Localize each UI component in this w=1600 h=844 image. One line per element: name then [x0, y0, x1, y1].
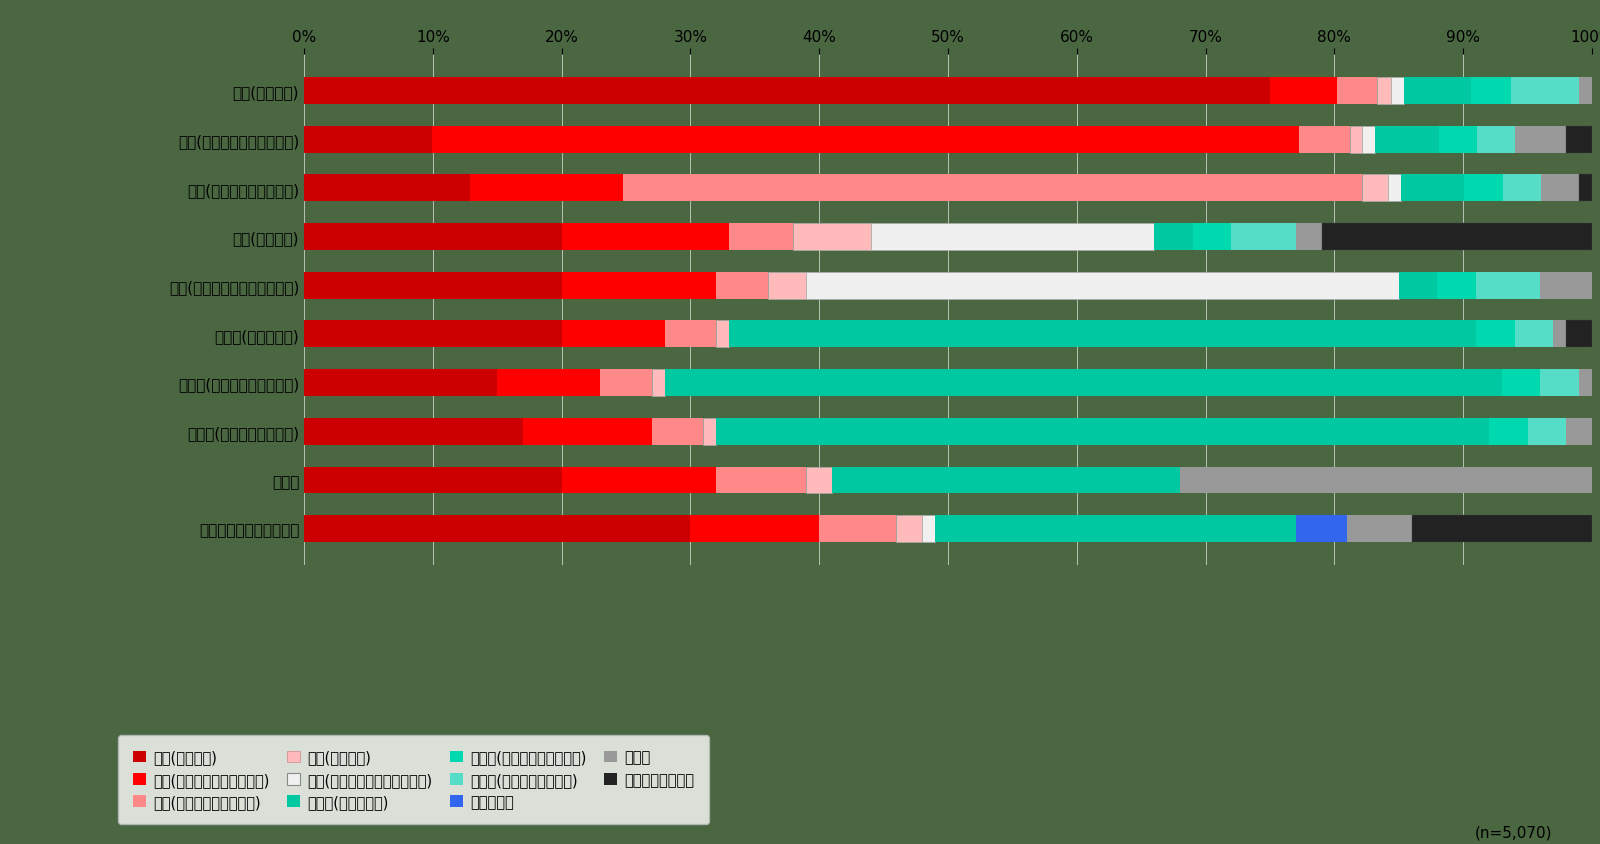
Bar: [1437, 273, 1477, 300]
Bar: [806, 467, 832, 494]
Bar: [1296, 224, 1322, 251]
Bar: [717, 419, 1490, 445]
Bar: [1411, 516, 1592, 543]
Bar: [1579, 78, 1592, 105]
Bar: [768, 273, 806, 300]
Bar: [664, 321, 717, 348]
Bar: [1502, 370, 1541, 397]
Bar: [622, 176, 1363, 202]
Bar: [304, 224, 562, 251]
Bar: [1387, 176, 1400, 202]
Bar: [1398, 273, 1437, 300]
Bar: [562, 321, 664, 348]
Bar: [1502, 176, 1541, 202]
Bar: [304, 516, 690, 543]
Bar: [1554, 321, 1566, 348]
Bar: [304, 127, 432, 154]
Bar: [1477, 127, 1515, 154]
Bar: [562, 467, 717, 494]
Bar: [1566, 321, 1592, 348]
Bar: [304, 176, 470, 202]
Bar: [704, 419, 717, 445]
Bar: [1579, 176, 1592, 202]
Bar: [1179, 467, 1592, 494]
Bar: [1192, 224, 1232, 251]
Bar: [1579, 370, 1592, 397]
Bar: [690, 516, 819, 543]
Bar: [896, 516, 922, 543]
Bar: [832, 467, 1179, 494]
Bar: [1347, 516, 1411, 543]
Bar: [1363, 176, 1387, 202]
Bar: [730, 321, 1477, 348]
Bar: [1477, 321, 1515, 348]
Bar: [1296, 516, 1347, 543]
Bar: [1154, 224, 1192, 251]
Bar: [1378, 78, 1390, 105]
Bar: [1270, 78, 1338, 105]
Bar: [600, 370, 651, 397]
Bar: [304, 467, 562, 494]
Bar: [1363, 127, 1376, 154]
Bar: [651, 370, 664, 397]
Bar: [1338, 78, 1378, 105]
Bar: [1490, 419, 1528, 445]
Bar: [498, 370, 600, 397]
Bar: [651, 419, 704, 445]
Bar: [470, 176, 622, 202]
Bar: [1512, 78, 1579, 105]
Bar: [1541, 370, 1579, 397]
Bar: [304, 273, 562, 300]
Bar: [1472, 78, 1512, 105]
Bar: [1299, 127, 1350, 154]
Bar: [1566, 419, 1592, 445]
Bar: [1322, 224, 1592, 251]
Bar: [870, 224, 1154, 251]
Bar: [1438, 127, 1477, 154]
Bar: [717, 467, 806, 494]
Bar: [1541, 273, 1592, 300]
Bar: [1566, 127, 1592, 154]
Bar: [794, 224, 870, 251]
Bar: [806, 273, 1398, 300]
Bar: [304, 370, 498, 397]
Bar: [922, 516, 934, 543]
Legend: 新車(純正仕様), 新車(メーカーカスタム仕様), 新車(その他カスタム仕様), 新車(サブスク), 新車(リース・残価設定ローン), 中古車(販売店購入), : 新車(純正仕様), 新車(メーカーカスタム仕様), 新車(その他カスタム仕様),…: [118, 735, 709, 824]
Bar: [1400, 176, 1464, 202]
Bar: [1541, 176, 1579, 202]
Bar: [1464, 176, 1502, 202]
Bar: [1405, 78, 1472, 105]
Bar: [1528, 419, 1566, 445]
Bar: [934, 516, 1296, 543]
Bar: [1376, 127, 1438, 154]
Bar: [1350, 127, 1363, 154]
Bar: [819, 516, 896, 543]
Bar: [432, 127, 1299, 154]
Text: (n=5,070): (n=5,070): [1475, 825, 1552, 840]
Bar: [304, 419, 523, 445]
Bar: [717, 273, 768, 300]
Bar: [1232, 224, 1296, 251]
Bar: [304, 321, 562, 348]
Bar: [1515, 321, 1554, 348]
Bar: [304, 78, 1270, 105]
Bar: [523, 419, 651, 445]
Bar: [1515, 127, 1566, 154]
Bar: [730, 224, 794, 251]
Bar: [717, 321, 730, 348]
Bar: [1390, 78, 1405, 105]
Bar: [1477, 273, 1541, 300]
Bar: [562, 273, 717, 300]
Bar: [664, 370, 1502, 397]
Bar: [562, 224, 730, 251]
